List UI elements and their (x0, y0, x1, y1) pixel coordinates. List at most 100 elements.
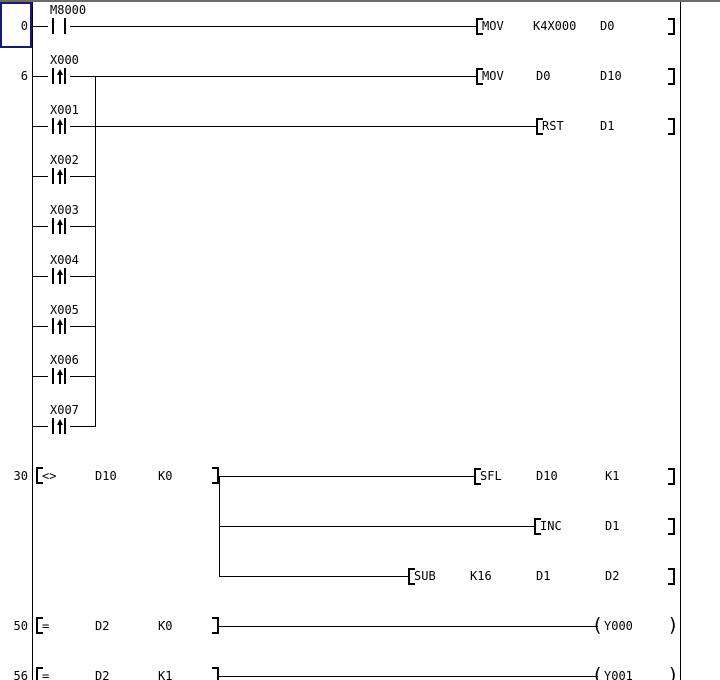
instruction-open-bracket (476, 68, 483, 85)
rung-wire (70, 326, 96, 327)
contact-no-m8000[interactable] (48, 18, 70, 34)
rung-wire (70, 76, 96, 77)
instruction-open-bracket (536, 118, 543, 135)
instruction-close-bracket (668, 568, 675, 585)
instruction-open-bracket (476, 18, 483, 35)
contact-label-x006: X006 (50, 353, 79, 367)
coil-label-y001[interactable]: Y001 (604, 669, 633, 680)
rung-wire (32, 126, 48, 127)
instruction-close-bracket (668, 118, 675, 135)
rung-wire (219, 476, 476, 477)
operand-d2[interactable]: D2 (605, 569, 620, 583)
step-number: 30 (13, 469, 28, 483)
compare-close-bracket (212, 467, 219, 484)
instruction-mnemonic-mov[interactable]: MOV (482, 19, 504, 33)
rung-wire (70, 276, 96, 277)
compare-open-bracket (36, 617, 43, 634)
coil-close-paren: ) (669, 664, 677, 680)
rung-wire (70, 126, 96, 127)
contact-label-x000: X000 (50, 53, 79, 67)
compare-open-bracket (36, 467, 43, 484)
rung-wire (32, 276, 48, 277)
rung-wire (219, 576, 408, 577)
step-number: 6 (20, 69, 28, 83)
coil-open-paren: ( (594, 614, 602, 636)
contact-rising-x002[interactable] (48, 168, 70, 184)
rung-wire (32, 426, 48, 427)
contact-rising-x001[interactable] (48, 118, 70, 134)
instruction-open-bracket (534, 518, 541, 535)
rung-wire (32, 26, 48, 27)
rung-wire (70, 226, 96, 227)
contact-rising-x007[interactable] (48, 418, 70, 434)
instruction-open-bracket (408, 568, 415, 585)
instruction-open-bracket (474, 468, 481, 485)
operand-k16[interactable]: K16 (470, 569, 492, 583)
rung-wire (32, 376, 48, 377)
rung-wire (95, 126, 538, 127)
compare-close-bracket (212, 667, 219, 680)
cursor-selection-box[interactable] (0, 2, 32, 48)
contact-rising-x005[interactable] (48, 318, 70, 334)
compare-operator-eq[interactable]: = (42, 669, 50, 680)
coil-open-paren: ( (594, 664, 602, 680)
instruction-mnemonic-inc[interactable]: INC (540, 519, 562, 533)
contact-label-m8000: M8000 (50, 3, 87, 17)
contact-label-x005: X005 (50, 303, 79, 317)
rung-wire (70, 176, 96, 177)
contact-rising-x006[interactable] (48, 368, 70, 384)
operand-k0[interactable]: K0 (158, 619, 173, 633)
instruction-close-bracket (668, 468, 675, 485)
rung-wire (32, 176, 48, 177)
right-power-rail (680, 2, 681, 680)
parallel-branch-rail (95, 76, 96, 427)
rung-wire (219, 626, 598, 627)
rung-wire (70, 26, 478, 27)
rung-wire (70, 376, 96, 377)
contact-rising-x003[interactable] (48, 218, 70, 234)
contact-label-x002: X002 (50, 153, 79, 167)
instruction-close-bracket (668, 18, 675, 35)
coil-label-y000[interactable]: Y000 (604, 619, 633, 633)
operand-d10[interactable]: D10 (600, 69, 622, 83)
instruction-mnemonic-sfl[interactable]: SFL (480, 469, 502, 483)
contact-label-x007: X007 (50, 403, 79, 417)
instruction-mnemonic-mov[interactable]: MOV (482, 69, 504, 83)
contact-rising-x004[interactable] (48, 268, 70, 284)
contact-label-x001: X001 (50, 103, 79, 117)
operand-k0[interactable]: K0 (158, 469, 173, 483)
step-number: 50 (13, 619, 28, 633)
instruction-mnemonic-rst[interactable]: RST (542, 119, 564, 133)
operand-d1[interactable]: D1 (536, 569, 551, 583)
rung-wire (219, 526, 536, 527)
compare-open-bracket (36, 667, 43, 680)
operand-d2[interactable]: D2 (95, 669, 110, 680)
operand-d2[interactable]: D2 (95, 619, 110, 633)
contact-label-x004: X004 (50, 253, 79, 267)
operand-d1[interactable]: D1 (605, 519, 620, 533)
operand-d0[interactable]: D0 (600, 19, 615, 33)
operand-k4x000[interactable]: K4X000 (533, 19, 577, 33)
step-number: 0 (20, 19, 28, 33)
rung-wire (32, 76, 48, 77)
operand-d1[interactable]: D1 (600, 119, 615, 133)
operand-d10[interactable]: D10 (95, 469, 117, 483)
compare-operator-ne[interactable]: <> (42, 469, 57, 483)
coil-close-paren: ) (669, 614, 677, 636)
step-number: 56 (13, 669, 28, 680)
compare-operator-eq[interactable]: = (42, 619, 50, 633)
operand-k1[interactable]: K1 (158, 669, 173, 680)
contact-label-x003: X003 (50, 203, 79, 217)
operand-k1[interactable]: K1 (605, 469, 620, 483)
operand-d10[interactable]: D10 (536, 469, 558, 483)
rung-wire (32, 326, 48, 327)
rung-wire (70, 426, 96, 427)
instruction-close-bracket (668, 518, 675, 535)
rung-wire (95, 76, 478, 77)
operand-d0[interactable]: D0 (536, 69, 551, 83)
instruction-close-bracket (668, 68, 675, 85)
rung-wire (219, 676, 598, 677)
contact-rising-x000[interactable] (48, 68, 70, 84)
instruction-mnemonic-sub[interactable]: SUB (414, 569, 436, 583)
